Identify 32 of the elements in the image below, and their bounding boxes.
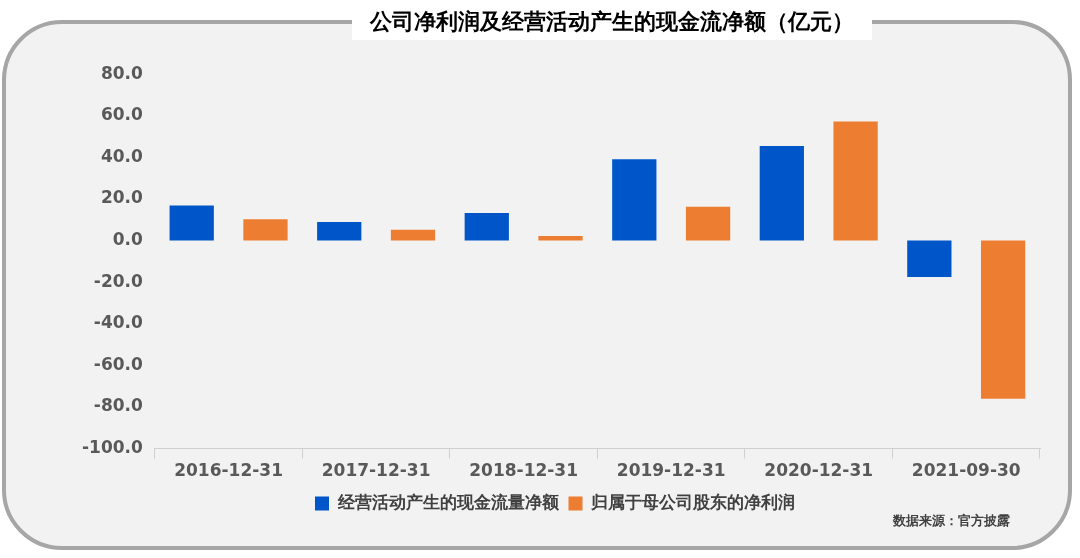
x-tick-label: 2018-12-31: [469, 460, 579, 481]
bar: [833, 121, 878, 241]
x-tick-label: 2021-09-30: [911, 460, 1021, 481]
y-tick-label: -100.0: [82, 437, 143, 458]
x-tick-label: 2019-12-31: [616, 460, 726, 481]
bar: [390, 229, 436, 241]
bar: [612, 159, 657, 241]
bar: [538, 236, 583, 241]
bar: [243, 219, 288, 241]
bar: [317, 221, 362, 241]
y-tick-label: 40.0: [100, 145, 143, 166]
y-tick-label: 0.0: [112, 229, 143, 250]
x-tick-label: 2020-12-31: [764, 460, 874, 481]
x-tick-label: 2016-12-31: [174, 460, 283, 481]
y-tick-label: -60.0: [93, 353, 143, 374]
legend-label: 归属于母公司股东的净利润: [590, 491, 795, 512]
chart-title: 公司净利润及经营活动产生的现金流净额（亿元）: [352, 4, 872, 40]
bar: [169, 205, 214, 241]
bar: [907, 240, 952, 277]
bar: [685, 206, 731, 241]
y-tick-label: -40.0: [93, 312, 143, 333]
y-tick-label: 80.0: [100, 62, 143, 83]
source-note: 数据来源：官方披露: [893, 512, 1010, 530]
bar: [759, 145, 804, 241]
y-tick-label: 20.0: [100, 187, 143, 208]
x-tick-label: 2017-12-31: [321, 460, 431, 481]
y-tick-label: -20.0: [93, 270, 143, 291]
y-tick-label: -80.0: [93, 395, 143, 416]
bar: [980, 240, 1026, 399]
bar: [464, 212, 509, 241]
y-tick-label: 60.0: [100, 104, 143, 125]
legend-label: 经营活动产生的现金流量净额: [336, 491, 560, 512]
